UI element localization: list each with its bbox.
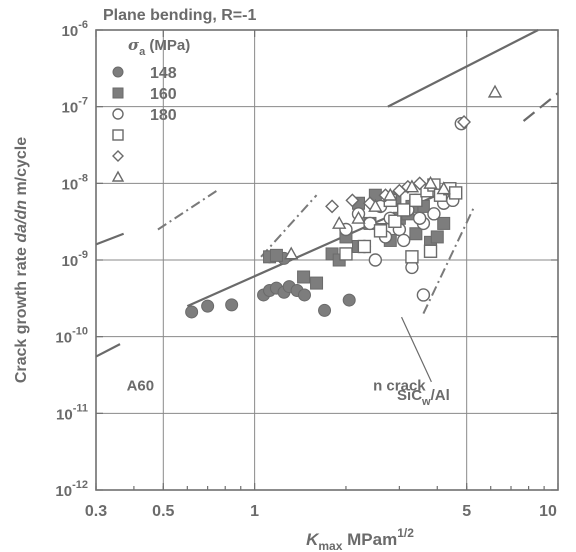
y-tick-label: 10-7 — [62, 96, 88, 117]
data-point-filled-square — [310, 276, 324, 290]
data-point-open-circle — [368, 253, 383, 267]
legend-marker-open-triangle — [111, 170, 125, 182]
data-point-filled-square — [269, 248, 283, 262]
legend-label: 160 — [150, 86, 177, 103]
legend-marker-open-diamond — [112, 150, 124, 162]
data-point-open-diamond — [325, 199, 340, 214]
reference-line — [260, 194, 318, 258]
data-point-filled-circle — [185, 305, 199, 319]
data-point-filled-circle — [318, 303, 332, 317]
y-axis-label: Crack growth rate da/dn m/cycle — [13, 137, 30, 383]
data-point-open-triangle — [351, 210, 366, 224]
annotation-label: n crack — [373, 377, 426, 394]
data-point-open-square — [373, 224, 388, 238]
reference-line — [157, 189, 218, 231]
data-point-filled-square — [409, 227, 423, 241]
data-point-filled-circle — [297, 288, 311, 302]
y-tick-label: 10-8 — [62, 172, 88, 193]
y-tick-label: 10-10 — [55, 326, 88, 347]
data-point-open-square — [388, 214, 402, 228]
data-point-open-circle — [427, 207, 441, 221]
chart-labels: 10-6 10-7 10-8 10-9 10-10 10-11 10-12 0.3 0.5 1 5 1… — [13, 7, 557, 552]
legend-marker-open-square — [112, 129, 124, 141]
legend-marker-filled-circle — [112, 66, 124, 78]
data-point-open-circle — [396, 233, 411, 248]
data-point-open-triangle — [423, 175, 438, 189]
legend-label: 148 — [150, 65, 177, 82]
legend-title: σa (MPa) — [128, 36, 190, 58]
x-tick-label: 10 — [539, 503, 557, 520]
y-tick-label: 10-11 — [56, 402, 88, 423]
annotation-label: SiCw/Al — [397, 387, 450, 408]
reference-line — [95, 232, 125, 246]
data-points — [185, 84, 503, 319]
data-point-open-triangle — [436, 181, 451, 195]
legend-marker-open-circle — [112, 108, 124, 120]
x-axis-label: Kmax MPam1/2 — [306, 526, 414, 552]
data-point-open-square — [357, 239, 372, 254]
data-point-open-triangle — [332, 215, 347, 229]
data-point-open-square — [409, 193, 423, 208]
data-point-filled-circle — [225, 298, 239, 312]
reference-line — [522, 92, 559, 122]
plot-frame — [95, 29, 559, 491]
x-tick-label: 0.3 — [85, 503, 107, 520]
annotation-leader — [401, 316, 432, 383]
y-tick-label: 10-9 — [62, 249, 88, 270]
data-point-open-circle — [416, 288, 431, 302]
data-point-open-triangle — [487, 84, 503, 98]
legend: σa (MPa) 148 160 180 — [111, 36, 190, 182]
chart-title: Plane bending, R=-1 — [103, 7, 256, 24]
y-tick-label: 10-12 — [55, 479, 88, 500]
x-tick-label: 1 — [250, 503, 259, 520]
data-point-open-square — [405, 250, 419, 264]
data-point-open-square — [339, 247, 353, 261]
data-point-open-triangle — [368, 198, 383, 212]
data-point-filled-circle — [342, 293, 356, 307]
data-point-filled-square — [437, 216, 451, 230]
data-point-open-diamond — [457, 115, 472, 130]
data-point-open-triangle — [383, 187, 398, 201]
data-point-filled-square — [430, 230, 444, 244]
data-point-filled-circle — [201, 299, 215, 313]
x-tick-label: 5 — [462, 503, 471, 520]
x-tick-label: 0.5 — [152, 503, 174, 520]
data-point-filled-square — [297, 270, 311, 284]
data-point-open-triangle — [404, 179, 420, 193]
data-point-open-circle — [412, 211, 427, 225]
data-point-open-square — [448, 186, 463, 200]
legend-marker-filled-square — [112, 87, 124, 99]
y-tick-label: 10-6 — [62, 19, 88, 40]
reference-lines — [95, 29, 559, 358]
data-point-open-square — [396, 203, 411, 217]
data-point-open-diamond — [345, 193, 360, 208]
data-point-open-square — [423, 244, 438, 258]
data-point-open-diamond — [412, 176, 427, 191]
legend-label: 180 — [150, 107, 177, 124]
reference-line — [387, 29, 539, 108]
annotation-label: A60 — [127, 377, 155, 394]
reference-line — [95, 343, 121, 358]
data-point-open-triangle — [284, 246, 299, 260]
